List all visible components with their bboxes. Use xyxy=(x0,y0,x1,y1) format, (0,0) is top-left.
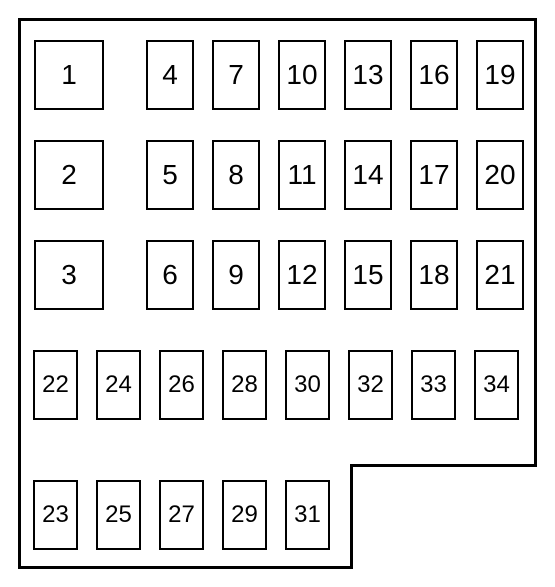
fuse-slot-17: 17 xyxy=(410,140,458,210)
fuse-slot-label: 24 xyxy=(105,371,132,399)
fuse-slot-label: 8 xyxy=(228,159,244,191)
fuse-slot-20: 20 xyxy=(476,140,524,210)
fuse-slot-11: 11 xyxy=(278,140,326,210)
fuse-slot-label: 3 xyxy=(61,259,77,291)
fuse-slot-label: 4 xyxy=(162,59,178,91)
fuse-slot-16: 16 xyxy=(410,40,458,110)
fuse-slot-label: 6 xyxy=(162,259,178,291)
fuse-slot-19: 19 xyxy=(476,40,524,110)
fuse-slot-31: 31 xyxy=(285,480,330,550)
fuse-slot-label: 7 xyxy=(228,59,244,91)
fuse-slot-label: 29 xyxy=(231,501,258,529)
fuse-slot-label: 10 xyxy=(286,59,317,91)
fuse-slot-32: 32 xyxy=(348,350,393,420)
fuse-slot-28: 28 xyxy=(222,350,267,420)
fuse-slot-21: 21 xyxy=(476,240,524,310)
fuse-slot-2: 2 xyxy=(34,140,104,210)
fuse-slot-25: 25 xyxy=(96,480,141,550)
fuse-slot-label: 22 xyxy=(42,371,69,399)
fuse-slot-label: 14 xyxy=(352,159,383,191)
fuse-slot-24: 24 xyxy=(96,350,141,420)
fuse-slot-label: 18 xyxy=(418,259,449,291)
fuse-slot-label: 20 xyxy=(484,159,515,191)
fuse-slot-4: 4 xyxy=(146,40,194,110)
fuse-slot-label: 21 xyxy=(484,259,515,291)
fuse-slot-label: 30 xyxy=(294,371,321,399)
fuse-slot-label: 19 xyxy=(484,59,515,91)
fuse-slot-label: 26 xyxy=(168,371,195,399)
fuse-slot-12: 12 xyxy=(278,240,326,310)
fuse-slot-8: 8 xyxy=(212,140,260,210)
fuse-slot-label: 17 xyxy=(418,159,449,191)
fuse-slot-15: 15 xyxy=(344,240,392,310)
fuse-slot-34: 34 xyxy=(474,350,519,420)
fuse-slot-18: 18 xyxy=(410,240,458,310)
outline-seg-bottom xyxy=(18,566,353,569)
fuse-slot-label: 15 xyxy=(352,259,383,291)
fuse-slot-13: 13 xyxy=(344,40,392,110)
outline-seg-right-lower xyxy=(350,464,353,569)
fuse-slot-label: 9 xyxy=(228,259,244,291)
fuse-slot-7: 7 xyxy=(212,40,260,110)
fuse-slot-10: 10 xyxy=(278,40,326,110)
fuse-slot-label: 27 xyxy=(168,501,195,529)
fuse-slot-label: 11 xyxy=(287,159,316,191)
fuse-slot-label: 32 xyxy=(357,371,384,399)
fuse-slot-9: 9 xyxy=(212,240,260,310)
outline-seg-right-upper xyxy=(534,18,537,467)
fuse-slot-14: 14 xyxy=(344,140,392,210)
outline-seg-top xyxy=(18,18,537,21)
fuse-box-diagram: 1234567891011121314151617181920212223242… xyxy=(0,0,555,587)
fuse-slot-33: 33 xyxy=(411,350,456,420)
fuse-slot-30: 30 xyxy=(285,350,330,420)
fuse-slot-5: 5 xyxy=(146,140,194,210)
fuse-slot-3: 3 xyxy=(34,240,104,310)
fuse-slot-label: 5 xyxy=(162,159,178,191)
fuse-slot-label: 25 xyxy=(105,501,132,529)
fuse-slot-label: 13 xyxy=(352,59,383,91)
fuse-slot-label: 23 xyxy=(42,501,69,529)
fuse-slot-26: 26 xyxy=(159,350,204,420)
fuse-slot-29: 29 xyxy=(222,480,267,550)
fuse-slot-1: 1 xyxy=(34,40,104,110)
fuse-slot-6: 6 xyxy=(146,240,194,310)
fuse-slot-label: 31 xyxy=(294,501,321,529)
fuse-slot-label: 2 xyxy=(61,159,77,191)
fuse-slot-label: 12 xyxy=(286,259,317,291)
fuse-slot-label: 34 xyxy=(483,371,510,399)
outline-seg-step-h xyxy=(350,464,537,467)
fuse-slot-label: 28 xyxy=(231,371,258,399)
fuse-slot-label: 16 xyxy=(418,59,449,91)
fuse-slot-22: 22 xyxy=(33,350,78,420)
fuse-slot-27: 27 xyxy=(159,480,204,550)
fuse-slot-23: 23 xyxy=(33,480,78,550)
fuse-slot-label: 33 xyxy=(420,371,447,399)
fuse-slot-label: 1 xyxy=(61,59,77,91)
outline-seg-left xyxy=(18,18,21,569)
